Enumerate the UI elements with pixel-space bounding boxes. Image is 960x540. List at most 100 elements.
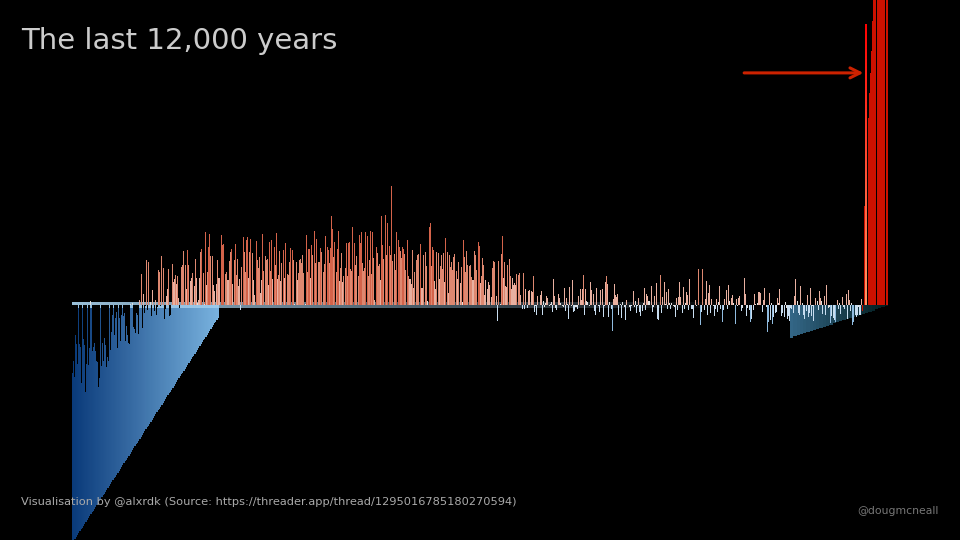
Bar <box>170 302 174 308</box>
Bar <box>231 302 235 308</box>
Bar <box>816 305 820 329</box>
Bar <box>176 305 178 382</box>
Bar <box>94 305 95 509</box>
Bar <box>781 302 786 308</box>
Bar <box>603 302 607 308</box>
Bar <box>173 305 174 388</box>
Bar <box>214 305 215 323</box>
Bar <box>729 302 733 308</box>
Bar <box>721 302 725 308</box>
Bar <box>843 302 847 308</box>
Bar <box>154 305 156 416</box>
Text: @dougmcneall: @dougmcneall <box>857 505 939 516</box>
Bar <box>516 302 521 308</box>
Bar <box>192 305 193 357</box>
Bar <box>865 221 867 225</box>
Bar <box>427 302 431 308</box>
Bar <box>865 214 867 217</box>
Bar <box>199 302 203 308</box>
Bar <box>804 305 806 333</box>
Bar <box>161 302 166 308</box>
Bar <box>468 302 472 308</box>
Bar <box>814 302 819 308</box>
Bar <box>156 305 157 413</box>
Bar <box>865 63 867 66</box>
Bar <box>211 305 213 327</box>
Bar <box>865 80 867 84</box>
Bar <box>72 305 73 540</box>
Bar <box>872 302 876 308</box>
Bar <box>329 302 333 308</box>
Bar <box>607 302 611 308</box>
Bar <box>124 305 125 463</box>
Bar <box>558 302 562 308</box>
Bar <box>865 45 867 49</box>
Bar <box>827 302 830 308</box>
Bar <box>205 305 206 337</box>
Bar <box>737 302 741 308</box>
Bar <box>178 302 182 308</box>
Bar <box>574 302 578 308</box>
Bar <box>121 302 125 308</box>
Bar <box>868 302 872 308</box>
Bar <box>770 302 774 308</box>
Bar <box>761 302 765 308</box>
Bar <box>865 42 867 45</box>
Bar <box>480 302 484 308</box>
Bar <box>492 302 496 308</box>
Bar <box>793 305 797 336</box>
Bar <box>297 302 300 308</box>
Bar <box>317 302 321 308</box>
Bar <box>865 38 867 42</box>
Bar <box>460 302 464 308</box>
Bar <box>122 305 124 465</box>
Bar <box>489 302 492 308</box>
Bar <box>876 302 879 308</box>
Bar <box>865 252 867 256</box>
Bar <box>353 302 357 308</box>
Bar <box>865 147 867 151</box>
Bar <box>636 302 639 308</box>
Bar <box>509 302 513 308</box>
Bar <box>865 295 867 298</box>
Bar <box>696 302 700 308</box>
Bar <box>180 305 182 375</box>
Bar <box>865 94 867 98</box>
Bar <box>131 305 132 452</box>
Bar <box>865 196 867 200</box>
Bar <box>284 302 288 308</box>
Bar <box>859 302 863 308</box>
Bar <box>398 302 402 308</box>
Bar <box>716 302 721 308</box>
Bar <box>884 302 888 308</box>
Bar <box>210 305 211 329</box>
Bar <box>321 302 324 308</box>
Bar <box>86 305 88 520</box>
Bar <box>830 302 835 308</box>
Bar <box>865 165 867 168</box>
Bar <box>865 186 867 190</box>
Bar <box>725 302 729 308</box>
Bar <box>865 238 867 242</box>
Bar <box>865 301 867 305</box>
Bar <box>105 305 107 492</box>
Bar <box>215 305 216 322</box>
Bar <box>803 302 806 308</box>
Bar <box>187 305 188 365</box>
Bar <box>77 305 78 535</box>
Bar <box>660 302 663 308</box>
Bar <box>869 305 872 312</box>
Bar <box>865 151 867 154</box>
Bar <box>865 291 867 295</box>
Bar <box>855 305 858 316</box>
Bar <box>865 284 867 287</box>
Bar <box>865 183 867 186</box>
Bar <box>115 305 116 476</box>
Bar <box>170 305 171 392</box>
Bar <box>129 302 133 308</box>
Bar <box>137 305 138 443</box>
Bar <box>88 305 89 518</box>
Bar <box>813 305 816 330</box>
Bar <box>836 305 839 322</box>
Bar <box>643 302 647 308</box>
